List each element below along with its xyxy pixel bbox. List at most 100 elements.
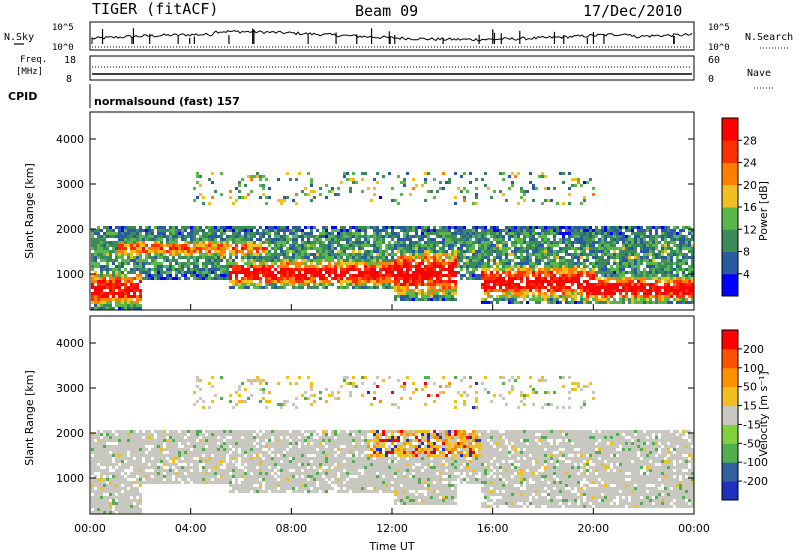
power-cell <box>592 256 595 259</box>
power-cell <box>373 226 376 229</box>
velocity-cell <box>166 442 169 445</box>
power-cell <box>463 172 466 175</box>
power-cell <box>664 271 667 274</box>
power-cell <box>667 277 670 280</box>
power-cell <box>136 259 139 262</box>
power-cell <box>427 247 430 250</box>
power-cell <box>577 265 580 268</box>
power-cell <box>649 268 652 271</box>
power-cell <box>121 301 124 304</box>
power-cell <box>346 280 349 283</box>
power-cell <box>346 253 349 256</box>
power-cell <box>322 259 325 262</box>
power-cell <box>676 247 679 250</box>
power-cell <box>211 271 214 274</box>
velocity-cell <box>121 511 124 514</box>
power-cell <box>478 274 481 277</box>
power-cell <box>391 238 394 241</box>
power-cell <box>442 283 445 286</box>
power-cell <box>688 247 691 250</box>
power-cell <box>394 232 397 235</box>
power-cell <box>535 274 538 277</box>
power-cell <box>385 244 388 247</box>
power-cell <box>553 262 556 265</box>
velocity-cell <box>160 472 163 475</box>
power-cell <box>427 250 430 253</box>
power-cell <box>430 277 433 280</box>
velocity-cell <box>103 445 106 448</box>
power-cell <box>382 226 385 229</box>
power-cell <box>535 256 538 259</box>
power-cell <box>574 232 577 235</box>
power-cell <box>430 295 433 298</box>
power-cell <box>259 271 262 274</box>
power-cell <box>250 262 253 265</box>
power-cell <box>661 253 664 256</box>
power-cell <box>358 268 361 271</box>
power-cell <box>643 289 646 292</box>
power-cell <box>313 226 316 229</box>
power-cell <box>664 268 667 271</box>
power-cell <box>385 235 388 238</box>
power-cell <box>262 250 265 253</box>
velocity-cell <box>181 469 184 472</box>
power-cell <box>163 253 166 256</box>
power-cell <box>631 259 634 262</box>
power-cell <box>337 274 340 277</box>
power-cell <box>427 271 430 274</box>
velocity-cell <box>169 469 172 472</box>
power-cell <box>496 253 499 256</box>
power-cell <box>469 247 472 250</box>
power-cell <box>400 274 403 277</box>
power-cell <box>454 283 457 286</box>
power-cell <box>352 262 355 265</box>
velocity-cell <box>145 481 148 484</box>
velocity-cell <box>121 460 124 463</box>
power-cell <box>571 226 574 229</box>
power-cell <box>340 238 343 241</box>
power-cell <box>337 250 340 253</box>
power-cell <box>292 238 295 241</box>
power-cell <box>397 280 400 283</box>
power-cell <box>559 274 562 277</box>
velocity-cell <box>91 469 94 472</box>
power-cell <box>421 247 424 250</box>
power-cell <box>439 229 442 232</box>
velocity-cell <box>175 457 178 460</box>
power-cell <box>217 277 220 280</box>
power-cell <box>325 253 328 256</box>
power-cell <box>178 253 181 256</box>
power-cell <box>169 265 172 268</box>
power-cell <box>640 274 643 277</box>
power-cell <box>604 241 607 244</box>
velocity-cell <box>103 442 106 445</box>
power-cell <box>130 232 133 235</box>
power-cell <box>214 265 217 268</box>
velocity-cell <box>142 475 145 478</box>
velocity-cell <box>100 493 103 496</box>
velocity-cell <box>115 490 118 493</box>
power-cell <box>166 244 169 247</box>
power-cell <box>307 193 310 196</box>
velocity-cell <box>190 445 193 448</box>
power-cell <box>226 241 229 244</box>
power-cell <box>238 196 241 199</box>
power-cell <box>202 232 205 235</box>
power-cell <box>121 271 124 274</box>
power-cell <box>325 283 328 286</box>
power-cell <box>490 280 493 283</box>
power-cell <box>136 253 139 256</box>
velocity-cell <box>169 445 172 448</box>
power-cell <box>442 259 445 262</box>
power-cell <box>211 265 214 268</box>
power-cell <box>205 277 208 280</box>
power-cell <box>544 253 547 256</box>
power-cell <box>100 256 103 259</box>
power-cell <box>577 256 580 259</box>
power-cell <box>121 304 124 307</box>
power-cell <box>397 226 400 229</box>
nsky-line <box>91 29 693 44</box>
velocity-cell <box>139 502 142 505</box>
velocity-cell <box>193 460 196 463</box>
power-cell <box>94 244 97 247</box>
